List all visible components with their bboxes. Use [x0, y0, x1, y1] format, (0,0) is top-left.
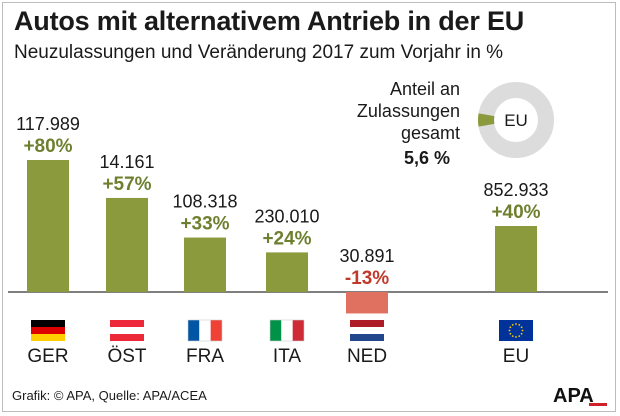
source-credit: Grafik: © APA, Quelle: APA/ACEA	[12, 388, 207, 403]
data-label-registrations: 14.161	[99, 152, 154, 172]
data-label-percent: +40%	[491, 202, 540, 223]
bar	[346, 292, 388, 314]
category-label: GER	[27, 346, 68, 367]
chart-subtitle: Neuzulassungen und Veränderung 2017 zum …	[14, 42, 504, 63]
italy-flag-icon	[270, 320, 282, 341]
bar	[495, 226, 537, 292]
flag-border	[187, 319, 223, 342]
bar	[27, 160, 69, 292]
data-label-percent: +33%	[180, 214, 229, 235]
share-label-line: Zulassungen	[356, 101, 460, 121]
category-label: ITA	[273, 346, 301, 367]
eu-flag-star	[518, 323, 521, 326]
apa-logo: APA	[553, 385, 607, 406]
data-label-registrations: 852.933	[483, 180, 548, 200]
data-label-registrations: 30.891	[339, 246, 394, 266]
apa-logo-text: APA	[553, 385, 594, 406]
category-label: NED	[347, 346, 387, 367]
share-donut-center-label: EU	[504, 111, 528, 130]
eu-flag-star	[511, 323, 514, 326]
germany-flag-stripe	[31, 334, 65, 341]
italy-flag-stripe	[292, 320, 304, 341]
data-label-percent: +80%	[23, 136, 72, 157]
eu-flag-star	[520, 332, 523, 335]
germany-flag-icon	[31, 320, 65, 327]
apa-logo-accent	[589, 403, 607, 406]
eu-flag-star	[515, 336, 517, 338]
bar	[106, 197, 148, 292]
austria-flag-stripe	[110, 327, 144, 334]
data-label-percent: +24%	[262, 228, 311, 249]
bar	[184, 237, 226, 292]
germany-flag-stripe	[31, 327, 65, 334]
france-flag-icon	[188, 320, 200, 341]
eu-flag-star	[521, 329, 524, 332]
category-label: ÖST	[107, 346, 146, 367]
italy-flag-stripe	[281, 320, 293, 341]
bar	[266, 252, 308, 292]
eu-flag-star	[520, 326, 523, 329]
category-label: FRA	[186, 346, 224, 367]
data-label-percent: +57%	[102, 174, 151, 195]
france-flag-stripe	[199, 320, 211, 341]
eu-flag-icon	[499, 320, 533, 341]
graphic-frame	[2, 2, 616, 412]
data-label-registrations: 117.989	[16, 114, 80, 134]
flag-border	[269, 319, 305, 342]
netherlands-flag-stripe	[350, 327, 384, 334]
netherlands-flag-stripe	[350, 334, 384, 341]
netherlands-flag-icon	[350, 320, 384, 327]
data-label-registrations: 108.318	[172, 192, 237, 212]
france-flag-stripe	[210, 320, 222, 341]
data-label-registrations: 230.010	[254, 206, 319, 226]
eu-flag-star	[518, 335, 521, 338]
eu-flag-star	[509, 326, 512, 329]
share-label-line: Anteil an	[389, 79, 460, 99]
share-value: 5,6 %	[403, 148, 450, 168]
data-label-percent: -13%	[345, 268, 389, 289]
eu-flag-star	[508, 329, 511, 332]
eu-flag-star	[509, 332, 512, 335]
category-label: EU	[503, 346, 529, 367]
share-label-line: gesamt	[400, 123, 460, 143]
eu-flag-star	[515, 323, 517, 325]
share-label: Anteil an Zulassungen gesamt	[344, 78, 460, 144]
share-donut-slice	[477, 113, 495, 127]
eu-flag-star	[511, 335, 514, 338]
share-donut-center	[495, 99, 537, 141]
chart-title: Autos mit alternativem Antrieb in der EU	[14, 6, 525, 36]
